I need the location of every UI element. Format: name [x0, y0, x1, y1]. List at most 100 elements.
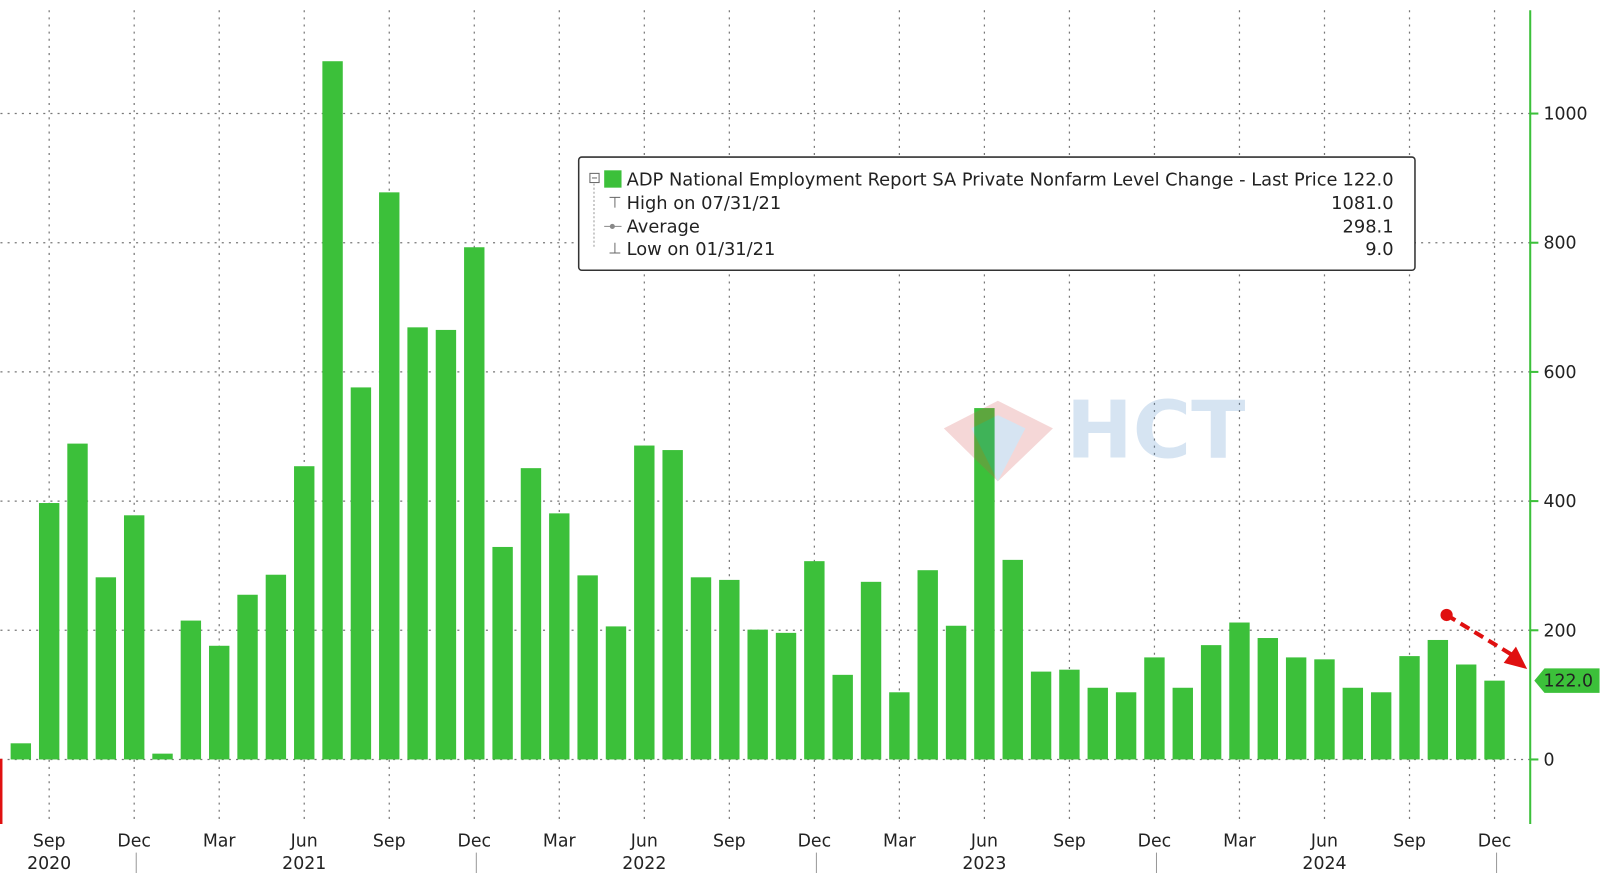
y-tick-label: 1000 [1543, 105, 1587, 125]
x-tick-label: Dec [1138, 831, 1172, 851]
bar [945, 625, 967, 760]
bar [1002, 559, 1023, 760]
legend-label: High on 07/31/21 [627, 193, 782, 214]
x-year-label: 2022 [622, 854, 666, 873]
x-year-label: 2020 [27, 854, 71, 873]
x-year-label: 2024 [1302, 854, 1346, 873]
bar [294, 466, 315, 760]
legend-value: 1081.0 [1331, 193, 1393, 214]
bar [1455, 664, 1477, 760]
bar [662, 450, 683, 760]
bar [123, 515, 145, 760]
bar [1172, 687, 1193, 760]
bar [1342, 687, 1364, 760]
x-tick-label: Mar [203, 831, 237, 851]
bar [577, 575, 598, 760]
legend-value: 298.1 [1343, 216, 1394, 237]
bar [322, 61, 343, 760]
legend-label: Average [627, 216, 700, 237]
bar [1144, 657, 1165, 760]
bar [775, 632, 797, 760]
bar [265, 574, 287, 760]
bar [350, 387, 372, 760]
bar [719, 579, 740, 760]
x-tick-label: Dec [798, 831, 832, 851]
y-tick-label: 800 [1543, 234, 1576, 254]
bar [747, 629, 768, 760]
x-tick-label: Dec [117, 831, 151, 851]
x-tick-label: Dec [1478, 831, 1512, 851]
bar [209, 645, 230, 760]
legend-swatch [604, 170, 622, 188]
watermark-logo [971, 415, 1026, 482]
arrow-head [1503, 646, 1528, 670]
x-tick-label: Jun [290, 831, 318, 851]
x-tick-label: Mar [883, 831, 917, 851]
bar [690, 577, 712, 760]
bar [917, 570, 938, 760]
legend-icon: ⊥ [608, 239, 621, 257]
bar [1200, 645, 1222, 760]
value-label: 122.0 [1543, 672, 1593, 692]
watermark-text: HCT [1066, 383, 1245, 476]
arrow-line [1445, 613, 1513, 657]
bar [38, 503, 60, 760]
x-tick-label: Dec [458, 831, 492, 851]
bar [152, 753, 173, 760]
x-tick-label: Mar [543, 831, 577, 851]
bar [1370, 692, 1392, 760]
legend-label: Low on 01/31/21 [627, 239, 776, 260]
bar [1087, 687, 1108, 760]
watermark-logo [943, 400, 1053, 482]
x-tick-label: Sep [373, 831, 406, 851]
x-tick-label: Jun [1310, 831, 1338, 851]
x-year-label: 2021 [282, 854, 326, 873]
bar [435, 329, 457, 760]
legend-icon [609, 223, 615, 229]
x-tick-label: Mar [1223, 831, 1257, 851]
bar [1229, 622, 1250, 760]
bar [974, 408, 995, 760]
bar [1115, 692, 1137, 760]
bar [520, 468, 542, 760]
bar [407, 327, 428, 760]
bar [832, 674, 853, 760]
bar [1399, 656, 1420, 760]
legend-label: ADP National Employment Report SA Privat… [627, 170, 1338, 191]
bar [1059, 669, 1080, 760]
x-tick-label: Sep [1393, 831, 1426, 851]
trend-arrow [1440, 608, 1528, 670]
bar [180, 620, 202, 760]
bar [492, 546, 513, 760]
x-tick-label: Sep [1053, 831, 1086, 851]
bar [1285, 657, 1307, 760]
bar [67, 443, 88, 760]
y-tick-label: 600 [1543, 363, 1576, 383]
bar [634, 445, 655, 760]
bar [889, 692, 910, 760]
bar [804, 561, 825, 760]
legend-icon: ⊤ [608, 193, 621, 211]
bar [1030, 671, 1052, 760]
bar [1427, 639, 1449, 760]
y-tick-label: 400 [1543, 492, 1576, 512]
last-price-tag [1534, 668, 1600, 693]
x-tick-label: Jun [630, 831, 658, 851]
bar [1484, 680, 1505, 760]
bar [605, 626, 627, 760]
legend-box [577, 156, 1416, 272]
legend-value: 122.0 [1343, 170, 1394, 191]
watermark: HCT [943, 383, 1245, 482]
bar [379, 192, 400, 760]
x-year-label: 2023 [962, 854, 1006, 873]
bar [10, 743, 32, 760]
legend: ADP National Employment Report SA Privat… [577, 156, 1416, 272]
bar [464, 247, 485, 760]
y-tick-label: 0 [1543, 750, 1554, 770]
bar [549, 513, 570, 760]
bar [237, 594, 258, 760]
x-tick-label: Jun [970, 831, 998, 851]
bar [1257, 638, 1279, 760]
